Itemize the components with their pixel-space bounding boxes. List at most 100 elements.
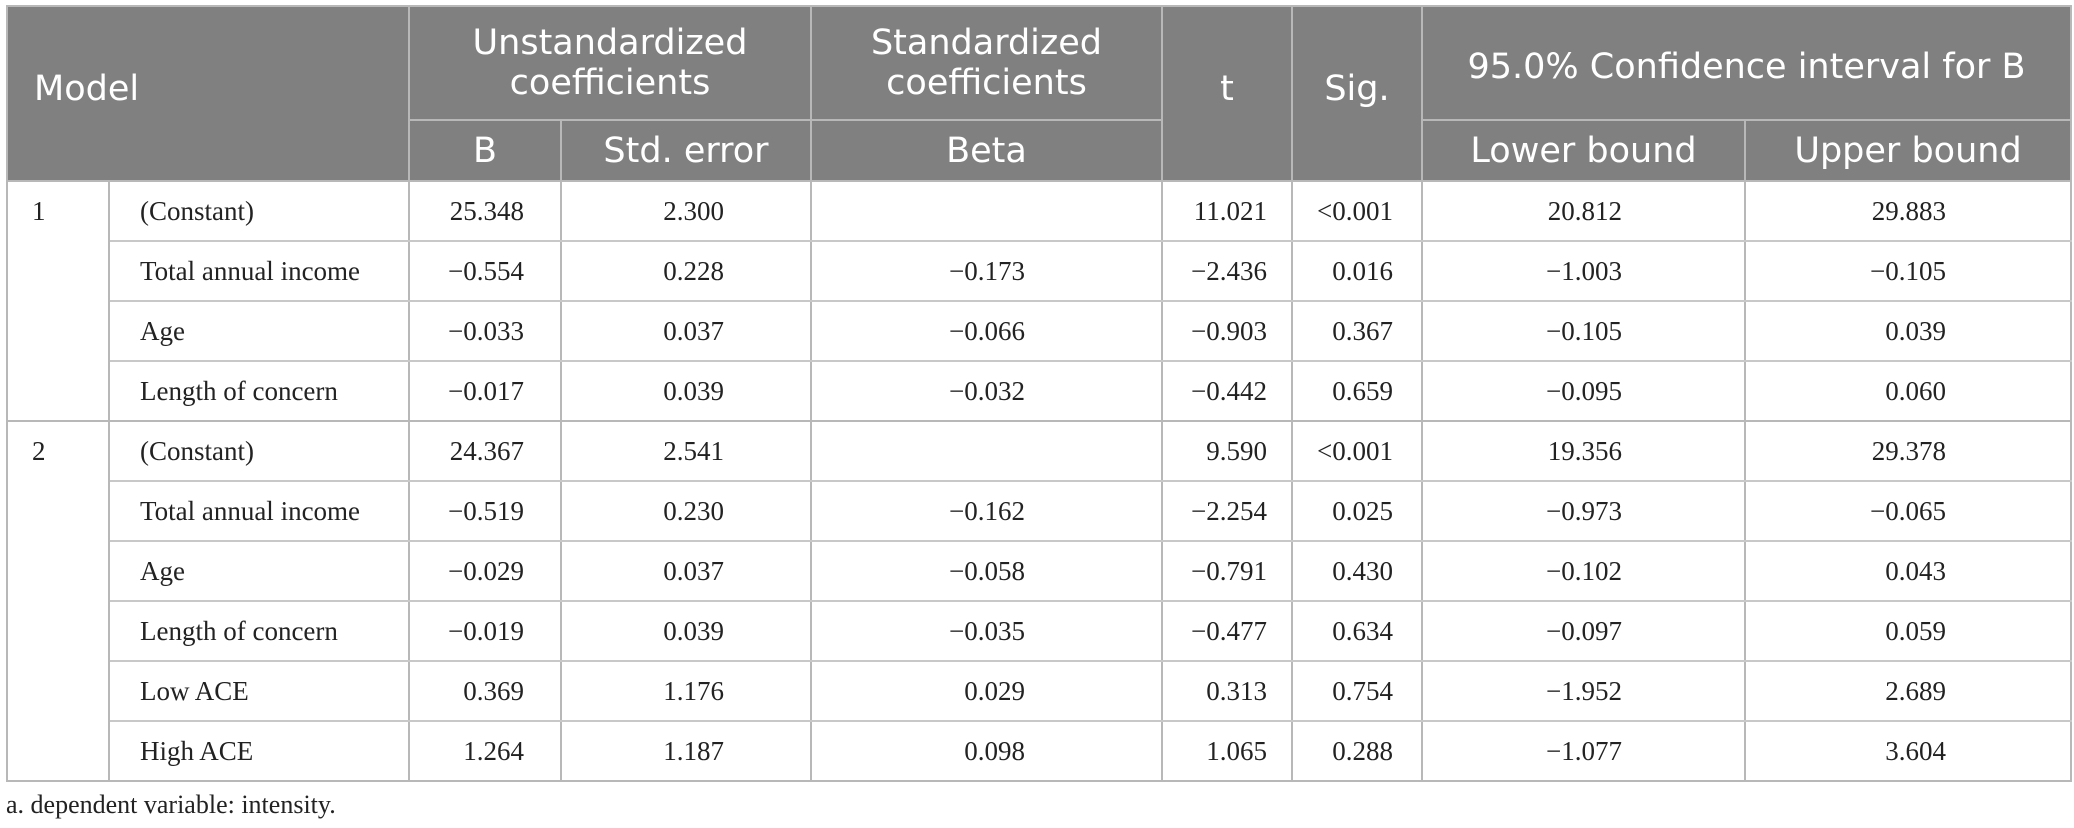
table-row: High ACE 1.264 1.187 0.098 1.065 0.288 −1.077 3…: [7, 720, 2072, 782]
cell-t: 1.065: [1161, 720, 1293, 782]
cell-lower-bound: −0.097: [1421, 600, 1746, 662]
cell-beta: 0.029: [810, 660, 1163, 722]
cell-lower-bound: −0.095: [1421, 360, 1746, 422]
cell-std-error: 0.039: [560, 360, 812, 422]
cell-beta: −0.058: [810, 540, 1163, 602]
cell-variable: Total annual income: [108, 240, 410, 302]
cell-t: −0.791: [1161, 540, 1293, 602]
cell-t: 11.021: [1161, 180, 1293, 242]
cell-std-error: 0.230: [560, 480, 812, 542]
cell-variable: (Constant): [108, 420, 410, 482]
header-model: Model: [6, 5, 410, 182]
header-t: t: [1161, 5, 1293, 182]
cell-upper-bound: −0.105: [1744, 240, 2072, 302]
cell-upper-bound: −0.065: [1744, 480, 2072, 542]
cell-beta: −0.066: [810, 300, 1163, 362]
cell-beta: [810, 180, 1163, 242]
cell-std-error: 2.300: [560, 180, 812, 242]
cell-lower-bound: −1.003: [1421, 240, 1746, 302]
header-beta: Beta: [810, 119, 1163, 182]
table-row: Length of concern −0.017 0.039 −0.032 −0.442…: [7, 360, 2072, 422]
table-row: Age −0.029 0.037 −0.058 −0.791 0.430 −0.102 0.0…: [7, 540, 2072, 602]
cell-std-error: 0.039: [560, 600, 812, 662]
table-row: 2 (Constant) 24.367 2.541 9.590 <0.001 19.356 2…: [6, 420, 2072, 782]
cell-sig: 0.634: [1291, 600, 1423, 662]
cell-sig: 0.430: [1291, 540, 1423, 602]
cell-b: 1.264: [408, 720, 562, 782]
header-lower-bound: Lower bound: [1421, 119, 1746, 182]
cell-upper-bound: 29.378: [1744, 420, 2072, 482]
table-row: Total annual income −0.519 0.230 −0.162 −2.2…: [7, 480, 2072, 542]
table-row: Low ACE 0.369 1.176 0.029 0.313 0.754 −1.952 2.…: [7, 660, 2072, 722]
cell-lower-bound: 20.812: [1421, 180, 1746, 242]
header-sig: Sig.: [1291, 5, 1423, 182]
model-number: 1: [6, 180, 110, 422]
cell-sig: 0.659: [1291, 360, 1423, 422]
cell-variable: Length of concern: [108, 600, 410, 662]
table-row: Total annual income −0.554 0.228 −0.173 −2.4…: [7, 240, 2072, 302]
table-body: 1 (Constant) 25.348 2.300 11.021 <0.001 20.812…: [6, 180, 2072, 782]
cell-t: −2.436: [1161, 240, 1293, 302]
cell-variable: Length of concern: [108, 360, 410, 422]
cell-sig: 0.025: [1291, 480, 1423, 542]
cell-beta: −0.173: [810, 240, 1163, 302]
cell-b: 24.367: [408, 420, 562, 482]
cell-upper-bound: 2.689: [1744, 660, 2072, 722]
cell-b: −0.017: [408, 360, 562, 422]
cell-sig: 0.367: [1291, 300, 1423, 362]
cell-std-error: 0.037: [560, 540, 812, 602]
cell-b: −0.554: [408, 240, 562, 302]
cell-lower-bound: 19.356: [1421, 420, 1746, 482]
cell-std-error: 1.187: [560, 720, 812, 782]
cell-t: −2.254: [1161, 480, 1293, 542]
cell-lower-bound: −0.973: [1421, 480, 1746, 542]
cell-std-error: 0.037: [560, 300, 812, 362]
cell-beta: −0.162: [810, 480, 1163, 542]
cell-beta: [810, 420, 1163, 482]
cell-b: −0.019: [408, 600, 562, 662]
table-row: 1 (Constant) 25.348 2.300 11.021 <0.001 20.812…: [6, 180, 2072, 422]
header-unstandardized: Unstandardized coefficients: [408, 5, 812, 121]
cell-variable: High ACE: [108, 720, 410, 782]
cell-upper-bound: 0.039: [1744, 300, 2072, 362]
cell-std-error: 0.228: [560, 240, 812, 302]
cell-t: 0.313: [1161, 660, 1293, 722]
table-row: Age −0.033 0.037 −0.066 −0.903 0.367 −0.105 0.0…: [7, 300, 2072, 362]
cell-b: −0.033: [408, 300, 562, 362]
regression-table-container: Model Unstandardized coefficients Standa…: [6, 5, 2072, 782]
table-footnote: a. dependent variable: intensity.: [6, 790, 336, 819]
cell-b: −0.029: [408, 540, 562, 602]
cell-lower-bound: −0.102: [1421, 540, 1746, 602]
cell-sig: 0.288: [1291, 720, 1423, 782]
cell-t: 9.590: [1161, 420, 1293, 482]
table-header: Model Unstandardized coefficients Standa…: [6, 5, 2072, 182]
cell-upper-bound: 0.060: [1744, 360, 2072, 422]
cell-t: −0.442: [1161, 360, 1293, 422]
cell-b: 25.348: [408, 180, 562, 242]
cell-sig: 0.016: [1291, 240, 1423, 302]
cell-upper-bound: 0.059: [1744, 600, 2072, 662]
cell-b: 0.369: [408, 660, 562, 722]
cell-beta: −0.035: [810, 600, 1163, 662]
cell-upper-bound: 29.883: [1744, 180, 2072, 242]
header-std-error: Std. error: [560, 119, 812, 182]
header-confidence-interval: 95.0% Confidence interval for B: [1421, 5, 2072, 121]
cell-t: −0.477: [1161, 600, 1293, 662]
cell-t: −0.903: [1161, 300, 1293, 362]
cell-lower-bound: −1.077: [1421, 720, 1746, 782]
cell-variable: Low ACE: [108, 660, 410, 722]
cell-std-error: 1.176: [560, 660, 812, 722]
cell-variable: Age: [108, 540, 410, 602]
model-number: 2: [6, 420, 110, 782]
cell-beta: 0.098: [810, 720, 1163, 782]
header-upper-bound: Upper bound: [1744, 119, 2072, 182]
cell-sig: <0.001: [1291, 420, 1423, 482]
cell-std-error: 2.541: [560, 420, 812, 482]
cell-upper-bound: 3.604: [1744, 720, 2072, 782]
cell-variable: Age: [108, 300, 410, 362]
cell-b: −0.519: [408, 480, 562, 542]
cell-sig: <0.001: [1291, 180, 1423, 242]
cell-lower-bound: −1.952: [1421, 660, 1746, 722]
header-standardized: Standardized coefficients: [810, 5, 1163, 121]
cell-sig: 0.754: [1291, 660, 1423, 722]
